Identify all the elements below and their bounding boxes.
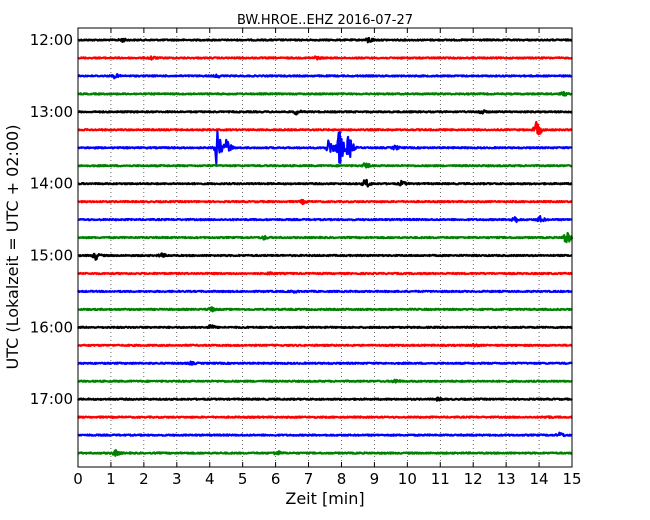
trace-line [77, 214, 573, 224]
y-tick-label: 12:00 [30, 31, 73, 49]
trace-line [77, 178, 573, 188]
x-tick-label: 13 [497, 470, 516, 488]
trace-line [77, 252, 573, 261]
x-tick-label: 0 [73, 470, 83, 488]
trace-line [77, 342, 573, 348]
seismic-traces [77, 36, 574, 457]
trace-line [77, 271, 573, 276]
trace-line [77, 90, 573, 97]
trace-line [77, 324, 573, 330]
trace-line [77, 431, 573, 438]
x-tick-label: 4 [205, 470, 215, 488]
plot-frame [77, 27, 573, 468]
trace-line [77, 449, 573, 457]
y-tick-label: 13:00 [30, 103, 73, 121]
x-tick-label: 2 [139, 470, 149, 488]
x-tick-label: 3 [172, 470, 182, 488]
x-tick-label: 1 [106, 470, 116, 488]
trace-line [77, 198, 573, 206]
y-tick-label: 15:00 [30, 247, 73, 265]
chart-title: BW.HROE..EHZ 2016-07-27 [237, 13, 413, 28]
x-axis-label: Zeit [min] [285, 489, 364, 508]
trace-line [77, 130, 573, 165]
trace-line [77, 120, 573, 136]
trace-line [77, 415, 573, 420]
x-tick-label: 15 [562, 470, 581, 488]
trace-line [77, 289, 573, 294]
x-tick-label: 9 [370, 470, 380, 488]
trace-line [77, 55, 573, 61]
y-tick-label: 17:00 [30, 390, 73, 408]
trace-line [77, 162, 573, 169]
x-tick-label: 14 [530, 470, 549, 488]
x-tick-label: 5 [238, 470, 248, 488]
trace-line [77, 73, 573, 80]
trace-line [77, 396, 573, 402]
x-tick-label: 8 [337, 470, 347, 488]
trace-line [77, 231, 574, 244]
y-tick-label: 16:00 [30, 318, 73, 336]
x-tick-label: 6 [271, 470, 281, 488]
x-tick-label: 10 [398, 470, 417, 488]
plot-area [78, 28, 572, 467]
trace-line [77, 109, 573, 116]
y-tick-label: 14:00 [30, 175, 73, 193]
y-axis-label: UTC (Lokalzeit = UTC + 02:00) [3, 125, 22, 370]
trace-line [77, 360, 573, 366]
x-tick-label: 11 [431, 470, 450, 488]
x-axis-ticks: 0 1 2 3 4 5 6 7 8 9 10 11 12 13 14 15 [73, 28, 582, 488]
trace-line [77, 378, 573, 384]
x-tick-label: 12 [464, 470, 483, 488]
y-axis-ticks: 12:00 13:00 14:00 15:00 16:00 17:00 [30, 31, 572, 408]
trace-line [77, 36, 573, 44]
x-tick-label: 7 [304, 470, 314, 488]
trace-line [77, 306, 573, 313]
